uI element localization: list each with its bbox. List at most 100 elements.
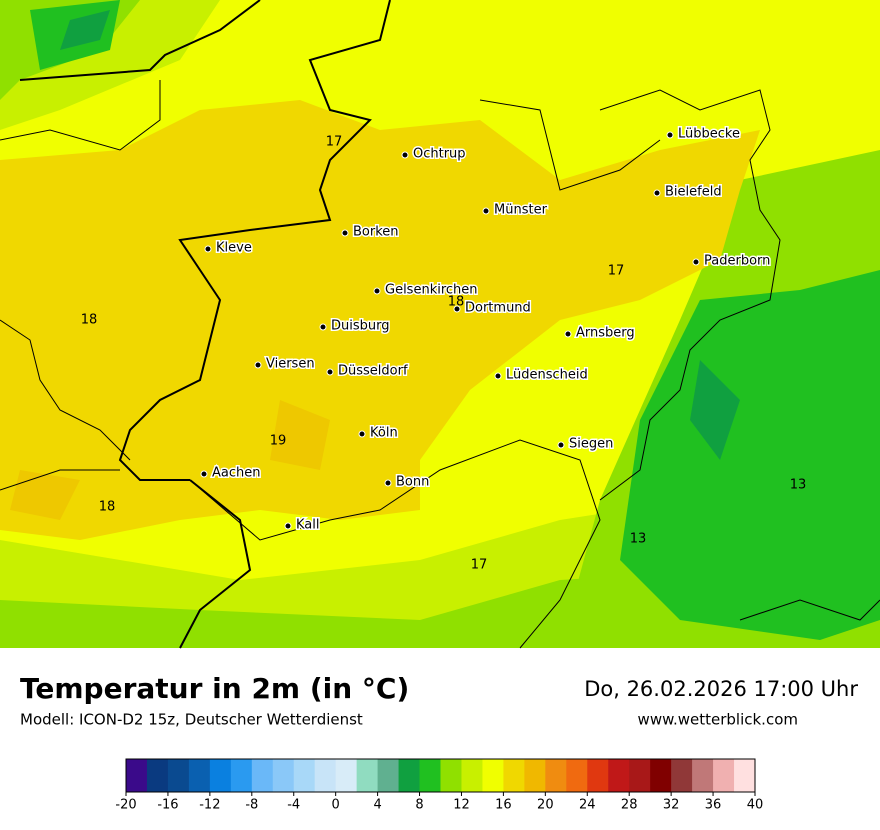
colorbar-segment xyxy=(398,759,421,792)
colorbar-tick-label: -16 xyxy=(157,798,178,813)
city-label: Siegen xyxy=(569,437,613,452)
city-label: Duisburg xyxy=(331,319,390,334)
city-dot xyxy=(284,522,292,530)
city-dot xyxy=(564,330,572,338)
colorbar-segment xyxy=(524,759,546,792)
temperature-label: 13 xyxy=(790,478,807,493)
colorbar-segment xyxy=(545,759,567,792)
city-dot xyxy=(341,229,349,237)
temperature-label: 17 xyxy=(608,264,625,279)
city-label: Lüdenscheid xyxy=(506,368,588,383)
temperature-label: 17 xyxy=(471,558,488,573)
city-label: Viersen xyxy=(266,357,315,372)
colorbar-segment xyxy=(335,759,358,792)
colorbar-segment xyxy=(566,759,588,792)
colorbar-segment xyxy=(734,759,756,792)
city-dot xyxy=(453,305,461,313)
colorbar-segment xyxy=(692,759,714,792)
colorbar-tick-label: -8 xyxy=(245,798,258,813)
colorbar-segment xyxy=(272,759,295,792)
colorbar: -20 -16 -12 -8 -4 0 4 8 12 16 20 24 28 32 36 40 xyxy=(115,758,764,813)
city-label: Kleve xyxy=(216,241,252,256)
colorbar-segment xyxy=(126,759,148,792)
city-dot xyxy=(200,470,208,478)
city-dot xyxy=(692,258,700,266)
city-label: Kall xyxy=(296,518,320,533)
colorbar-tick-label: 16 xyxy=(495,798,512,813)
city-label: Arnsberg xyxy=(576,326,635,341)
city-dot xyxy=(666,131,674,139)
map xyxy=(0,0,880,649)
colorbar-tick-label: 36 xyxy=(705,798,722,813)
colorbar-segment xyxy=(440,759,462,792)
colorbar-tick-label: -12 xyxy=(199,798,220,813)
colorbar-segment xyxy=(608,759,630,792)
city-label: Köln xyxy=(370,426,398,441)
city-label: Bielefeld xyxy=(665,185,722,200)
colorbar-tick-label: 24 xyxy=(579,798,596,813)
colorbar-tick-label: -20 xyxy=(115,798,136,813)
city-label: Gelsenkirchen xyxy=(385,283,478,298)
city-dot xyxy=(482,207,490,215)
city-dot xyxy=(254,361,262,369)
city-dot xyxy=(204,245,212,253)
colorbar-segment xyxy=(713,759,735,792)
colorbar-segment xyxy=(461,759,483,792)
colorbar-tick-label: 0 xyxy=(332,798,340,813)
value-layer: 17 17 18 18 19 18 17 13 13 xyxy=(81,135,807,573)
title: Temperatur in 2m (in °C) xyxy=(20,672,409,705)
city-label: Lübbecke xyxy=(678,127,740,142)
colorbar-segment xyxy=(650,759,672,792)
colorbar-segment xyxy=(167,759,190,792)
temperature-label: 19 xyxy=(270,434,287,449)
temperature-label: 13 xyxy=(630,532,647,547)
city-label: Ochtrup xyxy=(413,147,466,162)
colorbar-tick-label: 32 xyxy=(663,798,680,813)
city-dot xyxy=(358,430,366,438)
city-label: Paderborn xyxy=(704,254,770,269)
city-dot xyxy=(494,372,502,380)
city-dot xyxy=(384,479,392,487)
city-dot xyxy=(653,189,661,197)
colorbar-segment xyxy=(482,759,504,792)
colorbar-segment xyxy=(377,759,400,792)
subtitle: Modell: ICON-D2 15z, Deutscher Wetterdie… xyxy=(20,711,363,729)
city-label: Bonn xyxy=(396,475,429,490)
colorbar-segment xyxy=(503,759,525,792)
colorbar-tick-label: 8 xyxy=(415,798,423,813)
city-dot xyxy=(373,287,381,295)
city-label: Düsseldorf xyxy=(338,364,408,379)
city-label: Münster xyxy=(494,203,548,218)
city-dot xyxy=(326,368,334,376)
colorbar-segment xyxy=(251,759,274,792)
temperature-label: 18 xyxy=(448,295,465,310)
colorbar-tick-label: 28 xyxy=(621,798,638,813)
colorbar-tick-label: -4 xyxy=(287,798,300,813)
colorbar-tick-label: 12 xyxy=(453,798,470,813)
colorbar-tick-label: 20 xyxy=(537,798,554,813)
colorbar-segment xyxy=(209,759,232,792)
colorbar-segment xyxy=(230,759,253,792)
colorbar-segment xyxy=(314,759,337,792)
colorbar-segment xyxy=(629,759,651,792)
colorbar-segment xyxy=(146,759,169,792)
city-dot xyxy=(401,151,409,159)
temperature-label: 18 xyxy=(81,313,98,328)
colorbar-segment xyxy=(587,759,609,792)
city-label: Aachen xyxy=(212,466,260,481)
colorbar-segment xyxy=(293,759,316,792)
colorbar-segment xyxy=(188,759,211,792)
website: www.wetterblick.com xyxy=(638,711,798,729)
colorbar-tick-label: 4 xyxy=(373,798,381,813)
city-label: Dortmund xyxy=(465,301,531,316)
city-dot xyxy=(557,441,565,449)
colorbar-tick-label: 40 xyxy=(747,798,764,813)
city-layer: Lübbecke Ochtrup Bielefeld Münster Borken Kle… xyxy=(200,125,772,534)
datetime: Do, 26.02.2026 17:00 Uhr xyxy=(584,677,858,701)
temperature-label: 18 xyxy=(99,500,116,515)
colorbar-segment xyxy=(356,759,379,792)
colorbar-segment xyxy=(671,759,693,792)
city-label: Borken xyxy=(353,225,399,240)
temperature-label: 17 xyxy=(326,135,343,150)
